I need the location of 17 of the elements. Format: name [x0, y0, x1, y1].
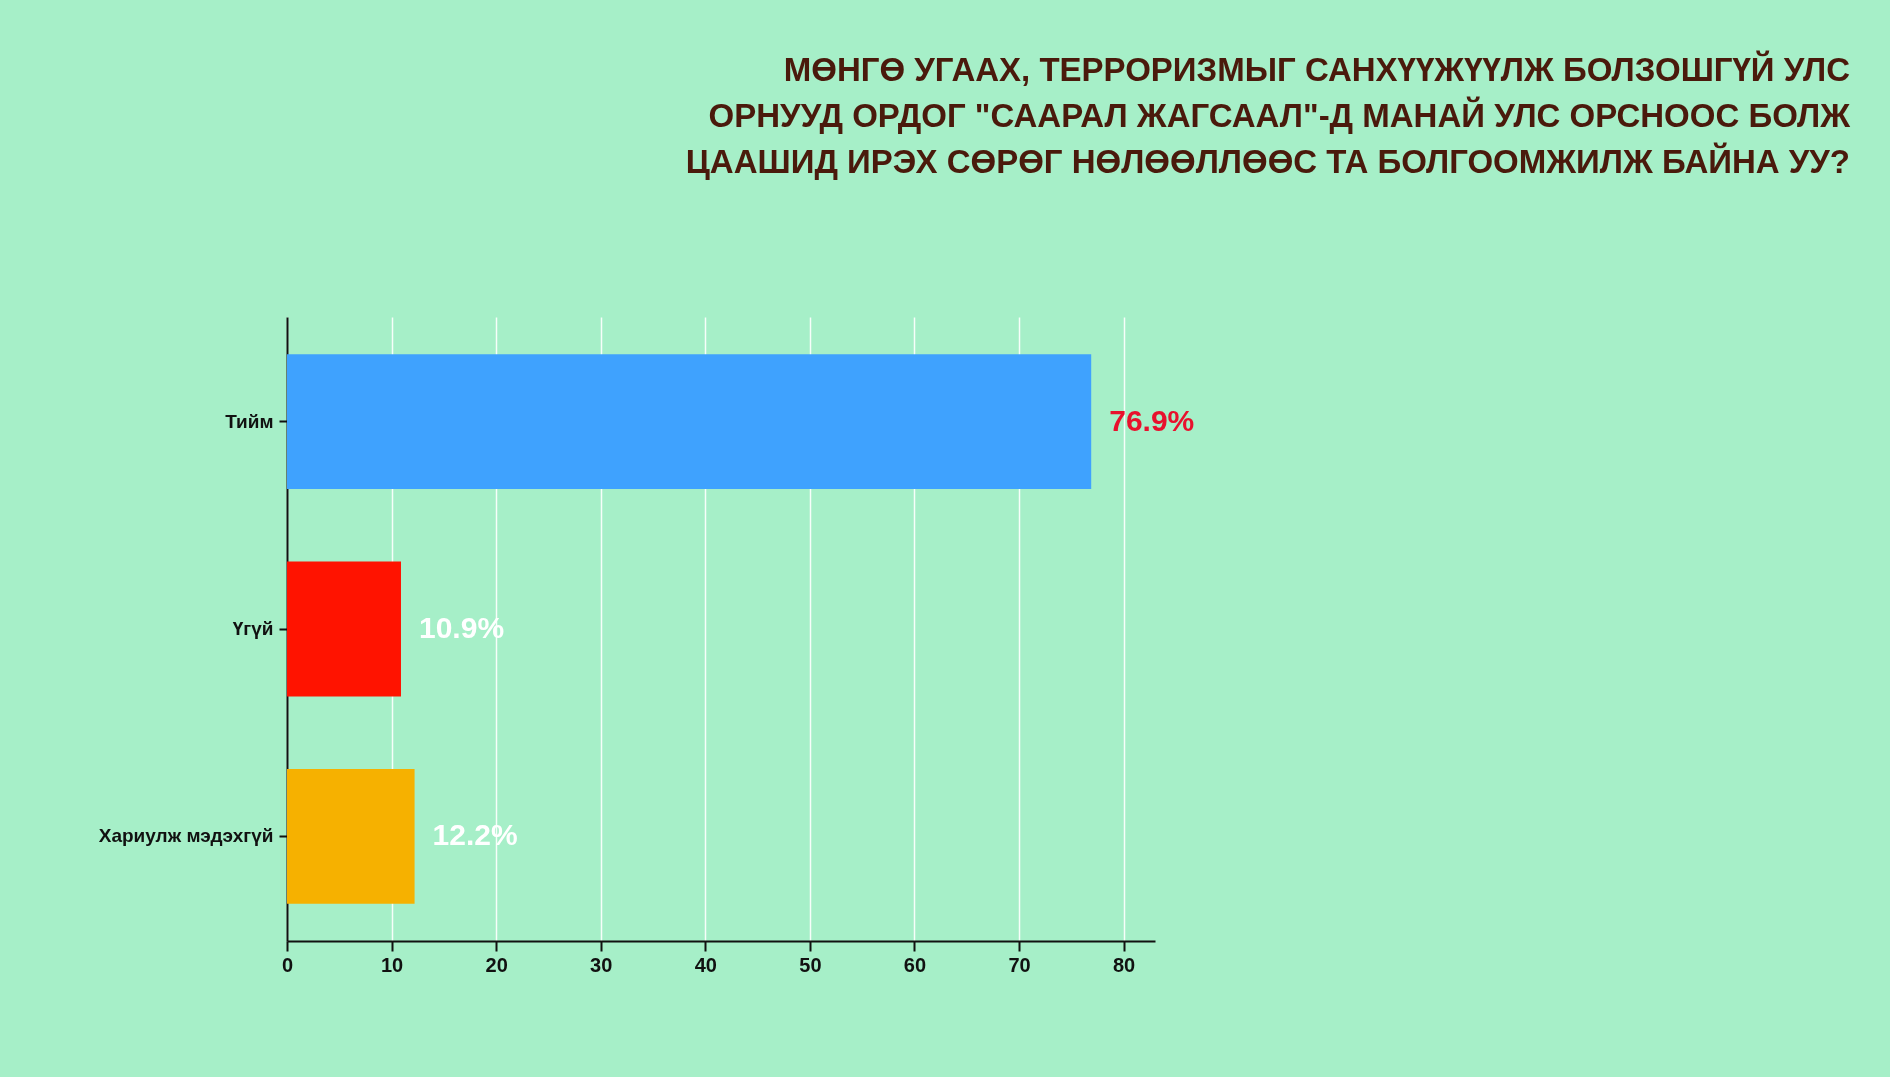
x-tick-label: 50 — [799, 953, 822, 976]
x-tick-label: 60 — [903, 953, 927, 976]
y-tick-label: Үгүй — [232, 618, 274, 639]
x-tick-label: 10 — [380, 953, 404, 976]
x-tick-label: 70 — [1008, 953, 1031, 976]
bar — [287, 768, 415, 904]
x-tick-label: 40 — [694, 953, 717, 976]
x-tick-label: 0 — [281, 953, 294, 976]
y-tick-label: Тийм — [225, 410, 274, 432]
x-tick-label: 80 — [1113, 953, 1136, 976]
x-tick-label: 20 — [485, 953, 508, 976]
text: МӨНГӨ УГААХ, ТЕРРОРИЗМЫГ САНХҮҮЖҮҮЛЖ БОЛЗОШГҮЙ УЛС ОРНУУД ОРДОГ "СААРАЛ ЖАГСААЛ"-Д МАНАЙ УЛС ОРСНООС БОЛЖ ЦААШИД ИРЭХ СӨРӨГ НӨЛӨӨЛЛӨӨС ТА БОЛГООМЖИЛЖ БАЙНА УУ? — [685, 50, 1851, 180]
data-label: 76.9% — [1109, 403, 1195, 437]
x-tick-label: 30 — [590, 953, 613, 976]
bar — [287, 354, 1092, 490]
y-tick-label: Хариулж мэдэхгүй — [98, 825, 274, 847]
bar — [287, 561, 401, 697]
